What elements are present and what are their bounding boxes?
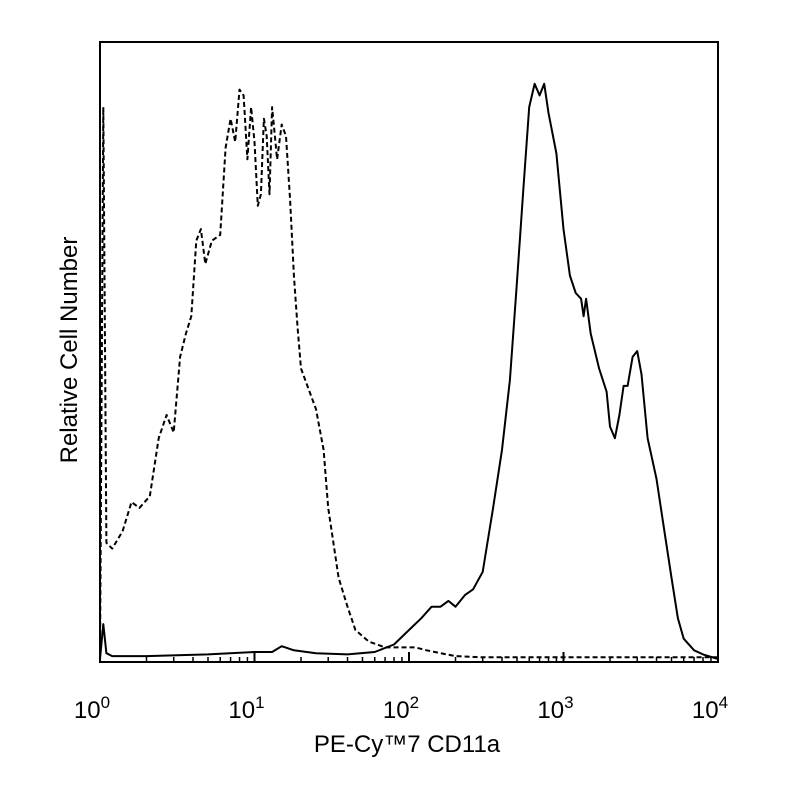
x-tick-label: 104 [692, 693, 728, 724]
plot-frame [99, 41, 719, 663]
x-tick-label: 103 [537, 693, 573, 724]
x-axis-label: PE-Cy™7 CD11a [314, 731, 501, 758]
dashed-histogram-line [99, 88, 718, 660]
x-ticks: 100 101 102 103 104 [74, 652, 728, 724]
series-layer [99, 82, 719, 660]
solid-histogram-line [99, 82, 719, 660]
y-axis-label: Relative Cell Number [56, 237, 83, 464]
x-tick-label: 100 [74, 693, 110, 724]
x-tick-label: 101 [228, 693, 264, 724]
x-tick-label: 102 [383, 693, 419, 724]
